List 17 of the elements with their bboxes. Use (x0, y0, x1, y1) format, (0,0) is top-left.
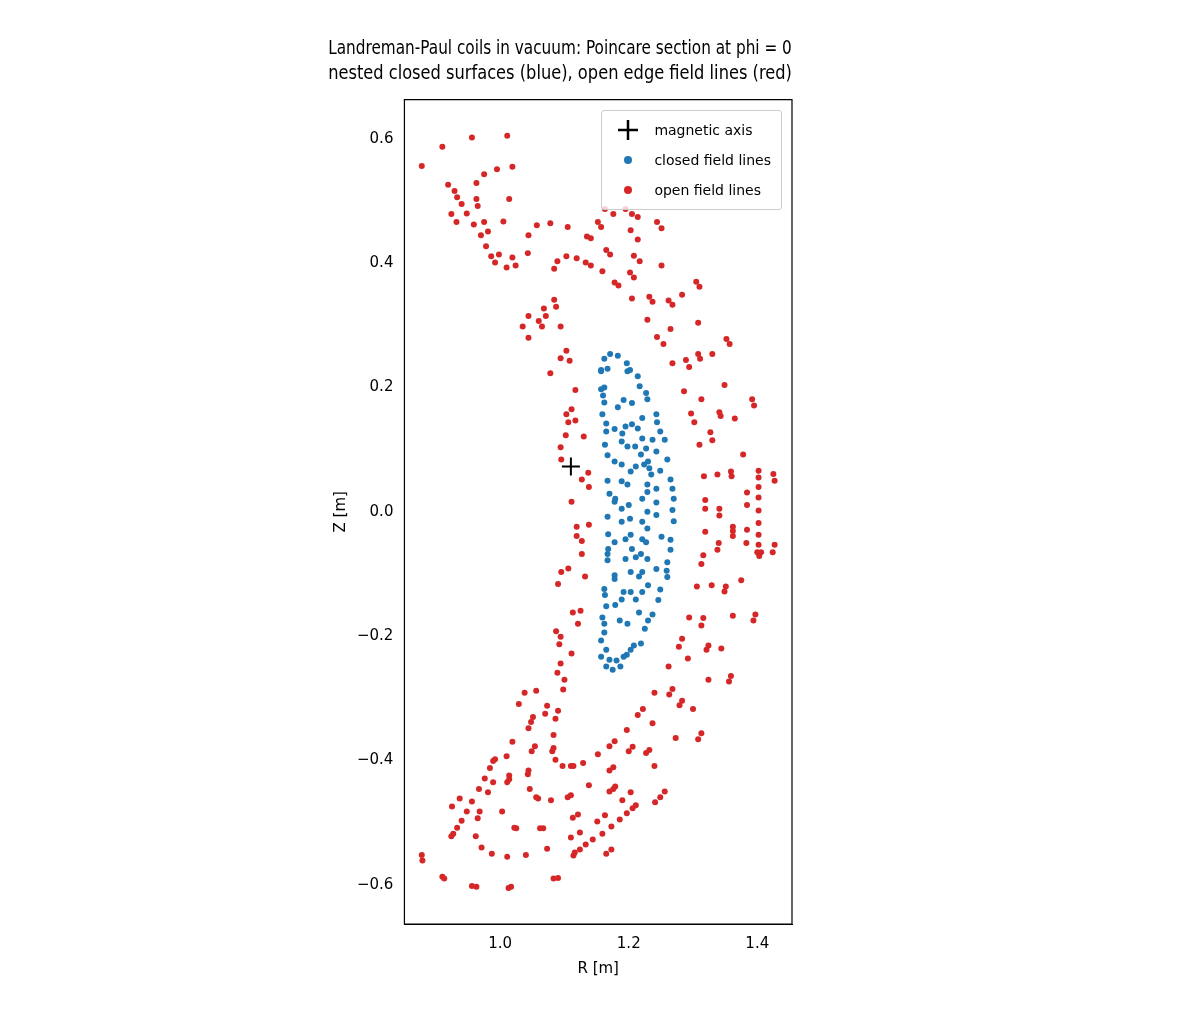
y-axis-title: Z [m] (330, 491, 349, 533)
chart-title: Landreman-Paul coils in vacuum: Poincare section at phi = 0 (328, 36, 792, 59)
legend-label: closed field lines (654, 150, 771, 170)
y-tick-label: −0.2 (356, 626, 394, 645)
y-tick-label: 0.6 (369, 128, 394, 147)
y-tick-label: 0.2 (369, 377, 394, 396)
legend-label: open field lines (654, 180, 761, 200)
legend-label: magnetic axis (654, 120, 753, 140)
y-tick-label: 0.0 (369, 501, 394, 520)
x-axis-title: R [m] (577, 958, 619, 977)
y-tick-label: −0.6 (356, 874, 394, 893)
chart-subtitle: nested closed surfaces (blue), open edge field lines (red) (328, 61, 792, 84)
y-tick-label: −0.4 (356, 750, 394, 769)
x-tick-label: 1.4 (745, 933, 770, 952)
y-tick-label: 0.4 (369, 253, 394, 271)
x-tick-label: 1.0 (488, 933, 513, 952)
x-tick-label: 1.2 (616, 933, 641, 952)
